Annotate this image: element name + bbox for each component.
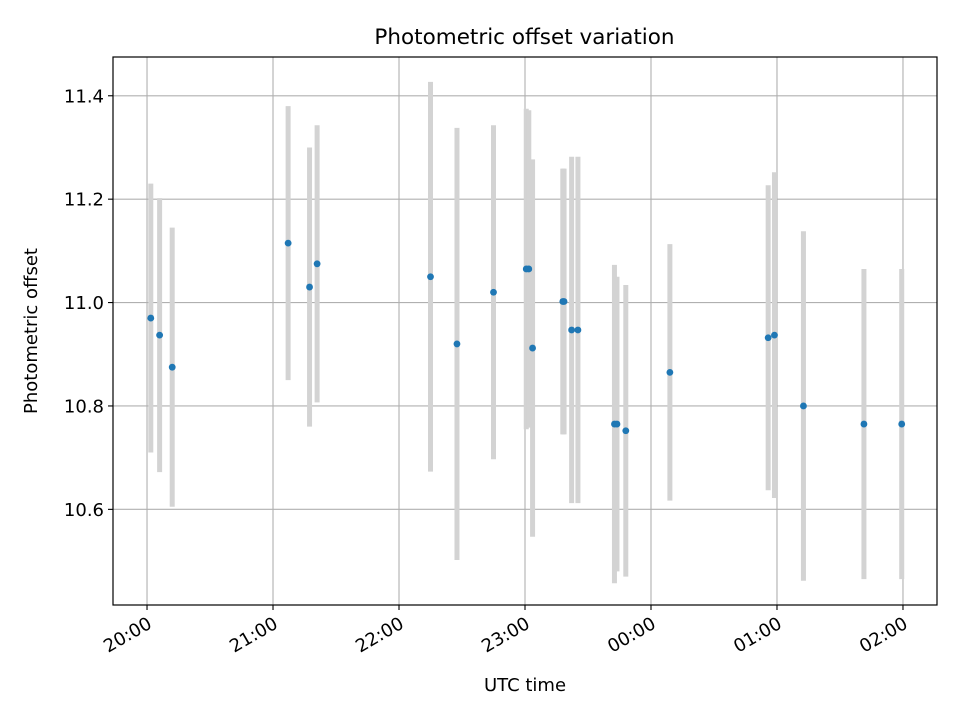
y-tick-label: 11.2 <box>64 190 104 211</box>
data-point <box>525 265 533 273</box>
y-axis-label: Photometric offset <box>21 248 42 414</box>
data-point <box>771 331 778 339</box>
data-point <box>453 340 461 348</box>
data-point <box>898 420 906 428</box>
data-point <box>156 331 164 339</box>
x-tick-label: 21:00 <box>226 613 281 657</box>
data-point <box>764 334 772 342</box>
y-tick-label: 11.0 <box>64 293 104 314</box>
x-tick-label: 20:00 <box>100 613 155 657</box>
data-point <box>622 427 630 435</box>
y-tick-label: 11.4 <box>64 86 104 107</box>
data-point <box>427 273 434 281</box>
data-point <box>313 260 321 268</box>
data-point <box>284 239 292 247</box>
data-points <box>147 239 906 435</box>
x-tick-label: 22:00 <box>352 613 407 657</box>
y-tick-label: 10.6 <box>64 500 104 521</box>
data-point <box>613 420 621 428</box>
data-point <box>529 344 536 352</box>
data-point <box>666 368 674 376</box>
x-tick-label: 23:00 <box>478 613 533 657</box>
data-point <box>560 298 568 305</box>
x-tick-label: 01:00 <box>730 613 785 657</box>
data-point <box>306 283 313 291</box>
data-point <box>574 326 582 334</box>
x-tick-label: 02:00 <box>856 613 911 657</box>
data-point <box>860 420 868 428</box>
chart-title: Photometric offset variation <box>374 25 674 50</box>
data-point <box>147 314 155 322</box>
x-axis-label: UTC time <box>484 675 566 696</box>
data-point <box>490 288 497 296</box>
data-point <box>800 402 807 410</box>
x-tick-label: 00:00 <box>604 613 659 657</box>
y-tick-label: 10.8 <box>64 396 104 417</box>
data-point <box>568 326 576 334</box>
data-point <box>168 363 176 371</box>
